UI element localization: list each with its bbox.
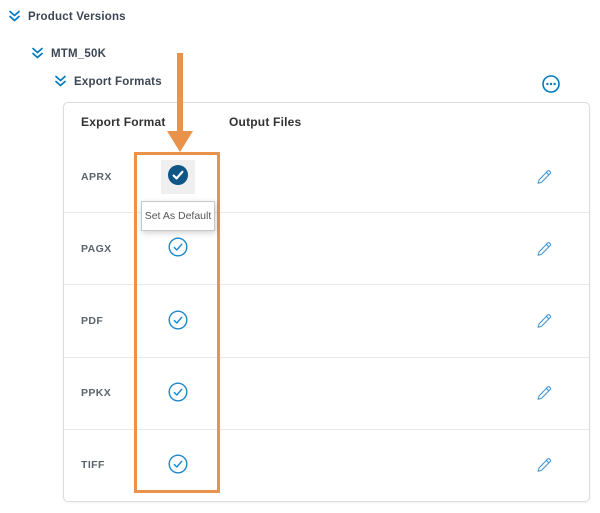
tree-node-label: Export Formats — [74, 75, 162, 88]
default-selected-check-icon — [167, 164, 189, 189]
format-label: PPKX — [81, 387, 112, 400]
set-default-button[interactable] — [161, 232, 195, 266]
tree-node-product-versions[interactable]: Product Versions — [8, 10, 126, 23]
set-as-default-tooltip: Set As Default — [141, 201, 215, 231]
edit-button[interactable] — [534, 239, 554, 259]
set-default-button[interactable] — [161, 304, 195, 338]
edit-button[interactable] — [534, 455, 554, 475]
ellipsis-circle-icon — [541, 75, 561, 97]
tree-node-label: Product Versions — [28, 10, 126, 23]
table-row-aprx: APRX — [64, 141, 589, 212]
set-default-check-icon — [168, 454, 188, 477]
set-default-check-icon — [168, 382, 188, 405]
pencil-icon — [534, 169, 554, 190]
table-row-ppkx: PPKX — [64, 356, 589, 429]
set-default-button[interactable] — [161, 376, 195, 410]
tree-node-mtm-50k[interactable]: MTM_50K — [31, 47, 106, 60]
format-label: TIFF — [81, 459, 105, 472]
double-chevron-down-icon[interactable] — [54, 75, 67, 88]
options-menu-button[interactable] — [541, 74, 561, 94]
edit-button[interactable] — [534, 167, 554, 187]
pencil-icon — [534, 314, 554, 334]
export-formats-panel: Export Format Output Files APRX PAGX — [63, 102, 590, 502]
double-chevron-down-icon[interactable] — [8, 10, 21, 23]
set-default-check-icon — [168, 237, 188, 260]
column-header-output-files: Output Files — [229, 115, 302, 129]
edit-button[interactable] — [534, 311, 554, 331]
set-default-button[interactable] — [161, 159, 195, 194]
tree-node-label: MTM_50K — [51, 47, 107, 60]
table-row-pdf: PDF — [64, 284, 589, 356]
format-label: PAGX — [81, 242, 112, 255]
table-header: Export Format Output Files — [64, 103, 589, 141]
set-default-button[interactable] — [161, 448, 195, 482]
table-row-pagx: PAGX — [64, 212, 589, 284]
format-label: APRX — [81, 170, 112, 183]
format-label: PDF — [81, 315, 104, 327]
set-default-check-icon — [168, 309, 188, 333]
double-chevron-down-icon[interactable] — [31, 47, 44, 60]
pencil-icon — [534, 241, 554, 262]
edit-button[interactable] — [534, 383, 554, 403]
pencil-icon — [534, 458, 554, 478]
table-row-tiff: TIFF — [64, 428, 589, 501]
tree-node-export-formats[interactable]: Export Formats — [54, 75, 162, 88]
pencil-icon — [534, 386, 554, 406]
column-header-export-format: Export Format — [81, 115, 166, 129]
